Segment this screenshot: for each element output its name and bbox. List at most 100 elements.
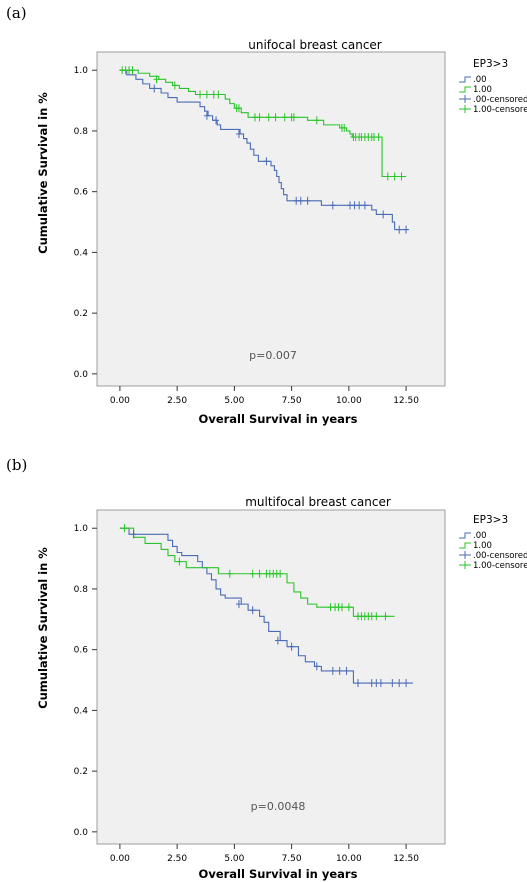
censor-mark (235, 129, 242, 138)
censor-mark (382, 612, 389, 621)
legend-item: 1.00-censored (459, 561, 527, 571)
panel-b-axes: 0.00 2.50 5.00 7.50 10.00 12.50 0.0 0.2 0.4 0.6 0.… (74, 524, 420, 864)
panel-b-y-axis-label: Cumulative Survival in % (36, 547, 50, 709)
censor-mark (356, 201, 363, 210)
x-tick-label: 5.00 (224, 396, 244, 406)
y-tick-label: 0.8 (74, 585, 89, 595)
censor-mark (277, 569, 284, 578)
censor-mark (151, 84, 158, 93)
x-tick-label: 0.00 (110, 854, 130, 864)
legend-swatch (459, 542, 471, 549)
censor-mark (329, 201, 336, 210)
censor-mark (249, 606, 256, 615)
censor-mark (304, 196, 311, 205)
censor-mark (256, 569, 263, 578)
series-line-ep3-100 (119, 527, 395, 617)
panel-b-x-axis-label: Overall Survival in years (199, 867, 358, 881)
panel-b: (b) multifocal breast cancer 0.00 2.50 5.0… (6, 456, 527, 881)
censor-mark (345, 603, 352, 612)
censor-mark (263, 157, 270, 166)
censor-mark (403, 225, 410, 234)
panel-b-series (119, 527, 413, 684)
y-tick-label: 0.8 (74, 127, 89, 137)
censor-mark (288, 642, 295, 651)
panel-b-label: (b) (6, 456, 27, 474)
legend-item: .00 (459, 75, 487, 85)
legend-swatch (459, 532, 471, 539)
panel-a-series (119, 69, 409, 231)
censor-mark (377, 679, 384, 688)
panel-b-plot-area (96, 509, 446, 845)
censor-mark (249, 569, 256, 578)
censor-mark (203, 90, 210, 99)
censor-mark (384, 172, 391, 181)
panel-b-title: multifocal breast cancer (245, 495, 391, 509)
x-tick-label: 7.50 (282, 854, 302, 864)
legend-label: .00-censored (473, 95, 527, 105)
legend-swatch (459, 86, 471, 93)
y-tick-label: 0.6 (74, 188, 89, 198)
y-tick-label: 0.4 (74, 706, 89, 716)
y-tick-label: 0.0 (74, 828, 89, 838)
censor-mark (281, 113, 288, 122)
x-tick-label: 2.50 (167, 396, 187, 406)
panel-a: (a) unifocal breast cancer 0.00 2.50 5.00 7… (6, 4, 527, 426)
censor-mark (213, 116, 220, 125)
x-tick-label: 2.50 (167, 854, 187, 864)
censor-mark (396, 679, 403, 688)
censor-mark (171, 81, 178, 90)
legend-item: .00-censored (459, 551, 527, 561)
x-tick-label: 5.00 (224, 854, 244, 864)
panel-a-legend-title: EP3>3 (473, 58, 508, 70)
censor-mark (329, 666, 336, 675)
legend-item: 1.00 (459, 541, 492, 551)
y-tick-label: 0.6 (74, 646, 89, 656)
y-tick-label: 0.2 (74, 767, 88, 777)
censor-mark (290, 113, 297, 122)
y-tick-label: 1.0 (74, 66, 89, 76)
censor-mark (197, 90, 204, 99)
y-tick-label: 0.4 (74, 248, 89, 258)
censor-mark (226, 569, 233, 578)
panel-a-p-value: p=0.007 (249, 349, 297, 362)
censor-mark (272, 113, 279, 122)
legend-item: .00-censored (459, 95, 527, 105)
x-tick-label: 0.00 (110, 396, 130, 406)
x-tick-label: 12.50 (393, 396, 419, 406)
censor-mark (336, 666, 343, 675)
x-tick-label: 10.00 (336, 854, 362, 864)
censor-mark (121, 524, 128, 533)
censor-mark (235, 600, 242, 609)
x-tick-label: 7.50 (282, 396, 302, 406)
censor-mark (297, 196, 304, 205)
series-line-ep3-00 (119, 527, 413, 684)
censor-mark (396, 225, 403, 234)
panel-a-x-axis-label: Overall Survival in years (199, 412, 358, 426)
censor-mark (313, 662, 320, 671)
legend-item: 1.00 (459, 85, 492, 95)
censor-mark (403, 679, 410, 688)
censor-mark (256, 113, 263, 122)
censor-mark (391, 172, 398, 181)
y-tick-label: 0.0 (74, 370, 89, 380)
legend-item: .00 (459, 531, 487, 541)
legend-label: 1.00-censored (473, 561, 527, 571)
panel-a-label: (a) (6, 4, 27, 22)
series-line-ep3-100 (119, 69, 407, 178)
censor-mark (176, 557, 183, 566)
censor-mark (389, 679, 396, 688)
censor-mark (373, 612, 380, 621)
censor-mark (153, 75, 160, 84)
censor-mark (129, 66, 136, 75)
censor-mark (341, 123, 348, 132)
legend-label: 1.00 (473, 85, 492, 95)
censor-mark (338, 603, 345, 612)
legend-label: .00 (473, 75, 487, 85)
legend-swatch (459, 76, 471, 83)
panel-a-title: unifocal breast cancer (248, 38, 382, 52)
censor-mark (398, 172, 405, 181)
series-line-ep3-00 (119, 69, 409, 231)
legend-label: .00-censored (473, 551, 527, 561)
panel-a-plot-area (96, 51, 446, 387)
